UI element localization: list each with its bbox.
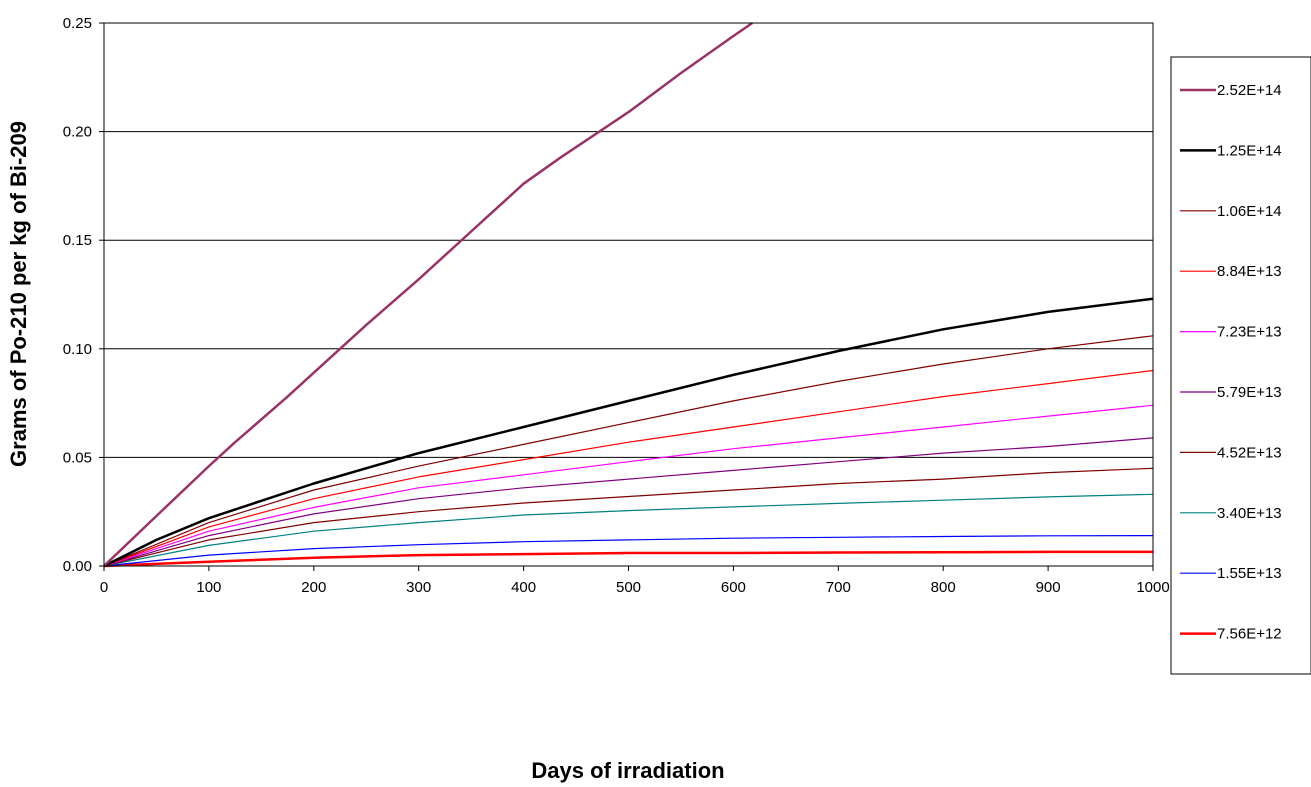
series-line-8.84E+13 bbox=[103, 369, 1154, 567]
series-line-5.79E+13 bbox=[103, 437, 1154, 567]
legend-label: 4.52E+13 bbox=[1217, 444, 1282, 461]
legend-label: 1.55E+13 bbox=[1217, 565, 1282, 582]
legend: 2.52E+14 1.25E+14 1.06E+14 8.84E+13 7.23E+13… bbox=[1170, 56, 1311, 675]
legend-label: 2.52E+14 bbox=[1217, 82, 1282, 99]
y-tick-label: 0.05 bbox=[63, 449, 92, 466]
series-line-1.55E+13 bbox=[103, 535, 1154, 567]
series-line-7.23E+13 bbox=[103, 404, 1154, 567]
x-tick-label: 800 bbox=[931, 579, 956, 596]
x-tick-label: 1000 bbox=[1136, 579, 1169, 596]
series-line-7.56E+12 bbox=[103, 550, 1153, 568]
legend-label: 7.56E+12 bbox=[1217, 626, 1282, 643]
series-line-2.52E+14 bbox=[103, 21, 754, 567]
legend-box bbox=[1170, 56, 1311, 675]
x-tick-label: 500 bbox=[616, 579, 641, 596]
y-tick-label: 0.00 bbox=[63, 558, 92, 575]
legend-label: 1.25E+14 bbox=[1217, 142, 1282, 159]
plot-area bbox=[103, 22, 1154, 567]
legend-label: 3.40E+13 bbox=[1217, 505, 1282, 522]
series-line-4.52E+13 bbox=[103, 467, 1154, 567]
legend-label: 1.06E+14 bbox=[1217, 203, 1282, 220]
legend-label: 8.84E+13 bbox=[1217, 263, 1282, 280]
series-lines bbox=[103, 21, 1154, 568]
x-tick-label: 300 bbox=[406, 579, 431, 596]
y-tick-label: 0.15 bbox=[63, 232, 92, 249]
x-tick-label: 700 bbox=[826, 579, 851, 596]
gridlines bbox=[104, 131, 1153, 458]
legend-label: 7.23E+13 bbox=[1217, 324, 1282, 341]
y-tick-label: 0.10 bbox=[63, 341, 92, 358]
x-tick-label: 100 bbox=[196, 579, 221, 596]
x-tick-label: 400 bbox=[511, 579, 536, 596]
x-tick-label: 0 bbox=[100, 579, 108, 596]
x-tick-label: 900 bbox=[1036, 579, 1061, 596]
series-line-1.25E+14 bbox=[103, 297, 1154, 568]
y-axis-title: Grams of Po-210 per kg of Bi-209 bbox=[6, 121, 31, 467]
y-tick-label: 0.20 bbox=[63, 124, 92, 141]
x-tick-label: 600 bbox=[721, 579, 746, 596]
series-line-1.06E+14 bbox=[103, 335, 1154, 567]
x-axis-title: Days of irradiation bbox=[531, 758, 724, 783]
axis-ticks: 0.00 0.05 0.10 0.15 0.20 0.25 0 100 200 300 400 500… bbox=[63, 15, 1170, 596]
x-tick-label: 200 bbox=[301, 579, 326, 596]
legend-label: 5.79E+13 bbox=[1217, 384, 1282, 401]
series-line-3.40E+13 bbox=[103, 493, 1154, 567]
y-tick-label: 0.25 bbox=[63, 15, 92, 32]
